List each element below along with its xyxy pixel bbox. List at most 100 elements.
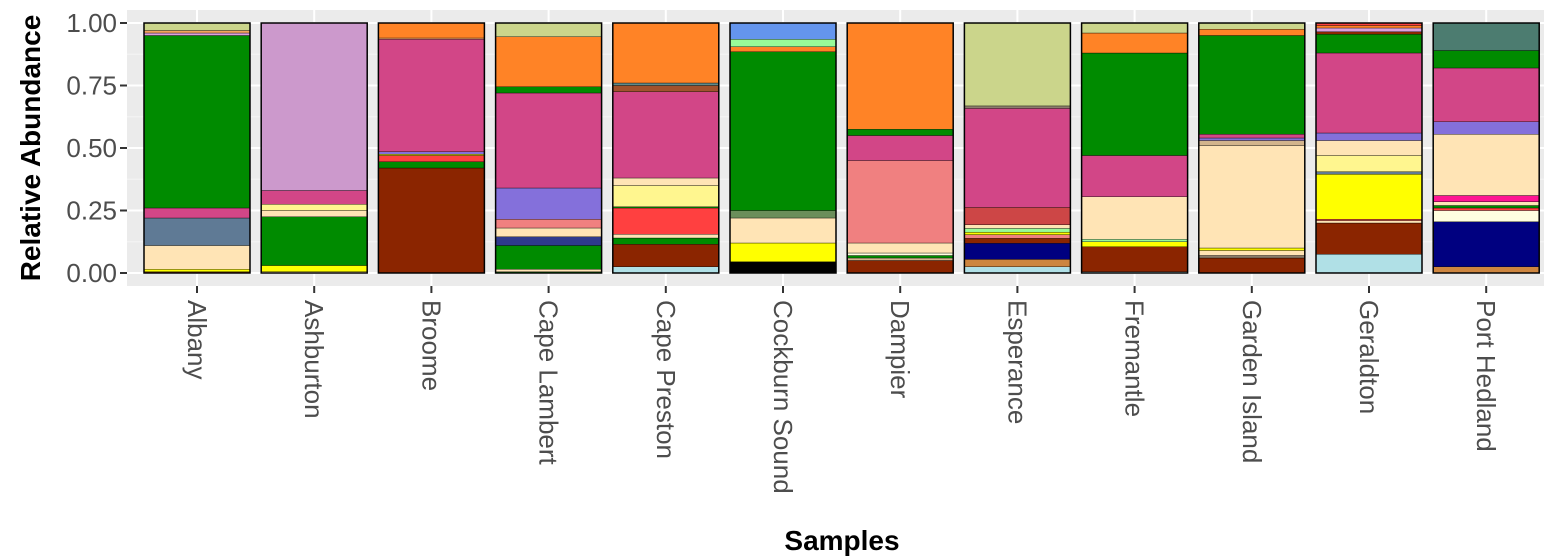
x-axis: Albany Ashburton Broome Cape Lambert Cape Pr… (182, 286, 1501, 494)
bar-stack (494, 22, 603, 274)
bar-segment (1081, 241, 1188, 247)
x-axis-title: Samples (784, 525, 899, 556)
y-axis-title: Relative Abundance (15, 15, 46, 282)
y-axis: 0.00 0.25 0.50 0.75 1.00 (66, 8, 127, 288)
bar-segment (847, 242, 954, 254)
bar-segment (1315, 27, 1423, 32)
bar-segment (612, 244, 719, 267)
bar-segment (1315, 155, 1423, 172)
bar-outline (377, 22, 486, 274)
bar-segment (964, 266, 1071, 274)
bar-segment (495, 236, 602, 246)
bar-segment (1081, 52, 1188, 156)
bar-segment (378, 161, 485, 169)
bar-segment (964, 228, 1071, 233)
bar-segment (1433, 50, 1540, 69)
bar-segment (1198, 145, 1305, 249)
bar-stack (260, 22, 368, 274)
bar-segment (964, 231, 1071, 235)
bar-segment (143, 245, 251, 270)
bar-segment (612, 266, 719, 274)
bar-stack (1080, 22, 1189, 274)
bar-segment (1315, 220, 1423, 224)
bar-segment (1433, 67, 1540, 122)
bar-stack (963, 22, 1072, 274)
bar-segment (729, 217, 837, 244)
x-tick-label: Cockburn Sound (768, 300, 798, 494)
bar-segment (495, 219, 602, 229)
y-tick-label: 0.00 (66, 258, 117, 288)
bar-segment (143, 30, 251, 34)
bar-segment (612, 177, 719, 186)
bar-segment (1315, 132, 1423, 141)
bar-segment (1433, 201, 1540, 206)
bar-segment (729, 261, 837, 274)
bar-segment (612, 85, 719, 92)
bar-segment (378, 154, 485, 156)
bar-segment (1198, 140, 1305, 146)
bar-segment (1198, 257, 1305, 274)
bars-layer (143, 22, 1540, 274)
bar-segment (143, 35, 251, 209)
bar-segment (378, 39, 485, 152)
y-tick-label: 0.50 (66, 133, 117, 163)
bar-segment (378, 151, 485, 155)
bar-segment (1081, 196, 1188, 240)
bar-segment (847, 255, 954, 259)
bar-stack (1198, 22, 1306, 274)
bar-segment (1315, 34, 1423, 54)
x-tick-label: Garden Island (1237, 300, 1267, 463)
bar-segment (729, 22, 837, 40)
bar-segment (1198, 35, 1305, 135)
bar-outline (963, 22, 1072, 274)
bar-segment (847, 160, 954, 244)
bar-segment (1433, 121, 1540, 135)
bar-segment (1198, 22, 1305, 30)
x-tick-label: Esperance (1002, 300, 1032, 424)
bar-stack (377, 22, 486, 274)
bar-segment (1081, 22, 1188, 34)
bar-segment (964, 259, 1071, 267)
bar-segment (143, 217, 251, 246)
bar-outline (260, 22, 368, 274)
bar-segment (1433, 195, 1540, 202)
bar-segment (729, 39, 837, 47)
bar-segment (495, 22, 602, 37)
bar-segment (612, 206, 719, 209)
bar-segment (1198, 29, 1305, 36)
bar-segment (964, 105, 1071, 109)
bar-segment (1198, 250, 1305, 256)
bar-segment (495, 36, 602, 87)
y-tick-label: 1.00 (66, 8, 117, 38)
bar-segment (612, 207, 719, 235)
x-tick-label: Cape Lambert (534, 300, 564, 466)
bar-segment (1433, 210, 1540, 222)
x-tick-label: Ashburton (299, 300, 329, 419)
bar-segment (964, 234, 1071, 239)
x-tick-label: Albany (182, 300, 212, 380)
bar-segment (1315, 174, 1423, 220)
bar-segment (1081, 246, 1188, 272)
bar-segment (378, 155, 485, 162)
bar-segment (495, 245, 602, 270)
bar-segment (143, 32, 251, 36)
bar-segment (1315, 254, 1423, 274)
bar-segment (729, 51, 837, 211)
bar-outline (1080, 22, 1189, 274)
bar-outline (729, 22, 837, 274)
bar-segment (143, 207, 251, 219)
bar-outline (1432, 22, 1540, 274)
bar-segment (847, 260, 954, 274)
bar-segment (1433, 266, 1540, 274)
bar-segment (612, 91, 719, 179)
bar-segment (378, 22, 485, 39)
bar-segment (1198, 247, 1305, 251)
bar-segment (612, 234, 719, 239)
bar-segment (1433, 221, 1540, 267)
bar-segment (612, 185, 719, 207)
bar-segment (729, 242, 837, 262)
bar-segment (964, 224, 1071, 229)
bar-segment (612, 22, 719, 84)
bar-segment (261, 204, 368, 211)
